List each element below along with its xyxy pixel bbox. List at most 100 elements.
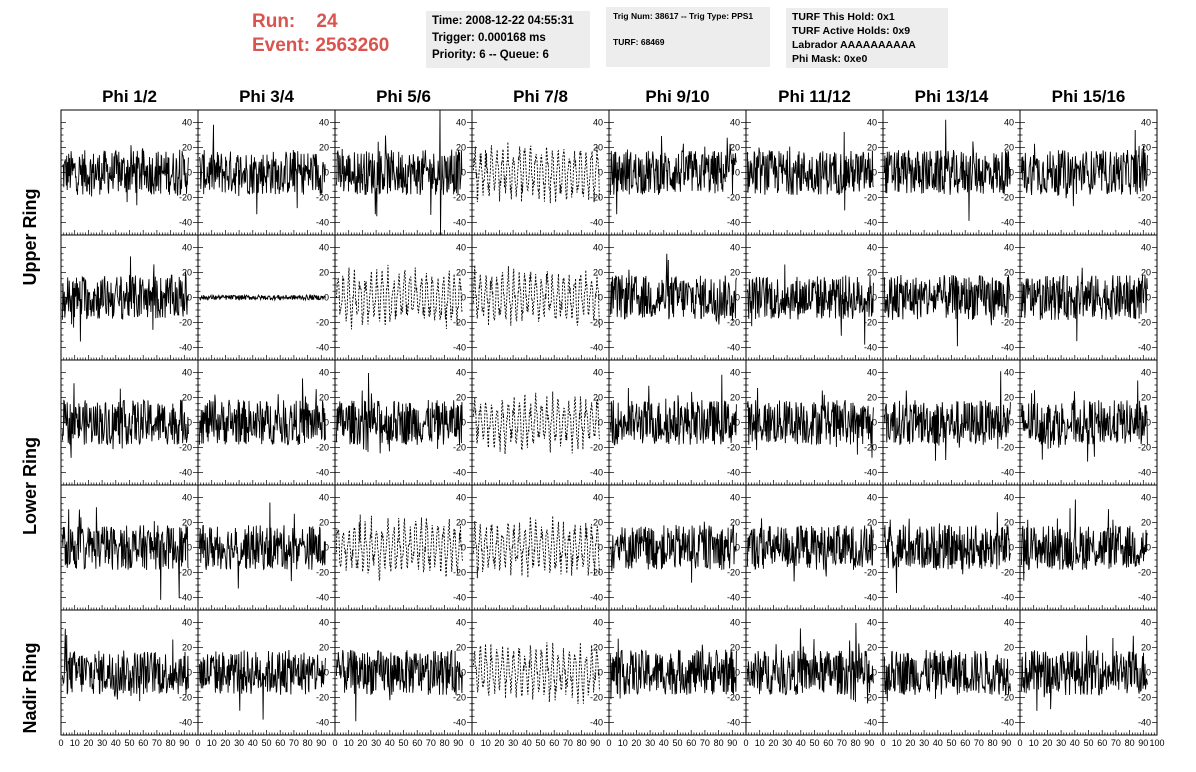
y-tick-label: 0 — [461, 168, 466, 178]
y-tick-label: -20 — [864, 568, 877, 578]
y-tick-label: -20 — [864, 443, 877, 453]
waveform-panel: 40 20 0 -20 -40 — [60, 484, 199, 611]
y-tick-label: 40 — [593, 368, 603, 378]
x-tick-label: 10 — [481, 738, 491, 748]
x-tick-label: 90 — [727, 738, 737, 748]
y-tick-label: -20 — [179, 568, 192, 578]
y-tick-label: -40 — [1138, 343, 1151, 353]
y-tick-label: 40 — [867, 368, 877, 378]
waveform-panel: 40 20 0 -20 -40 — [745, 484, 884, 611]
x-tick-label: 80 — [577, 738, 587, 748]
y-tick-label: -20 — [864, 693, 877, 703]
y-tick-label: 20 — [1141, 518, 1151, 528]
panel-frame — [334, 234, 473, 361]
waveform-panel: 40 20 0 -20 -40 — [608, 484, 747, 611]
x-tick-label: 10 — [892, 738, 902, 748]
waveform-trace — [883, 371, 1011, 461]
trigger-info-box: Trig Num: 38617 -- Trig Type: PPS1 TURF:… — [606, 7, 770, 67]
y-tick-label: 40 — [593, 493, 603, 503]
y-tick-label: 0 — [1009, 668, 1014, 678]
waveform-panel: 40 20 0 -20 -40 — [60, 109, 199, 236]
x-tick-label: 0 — [195, 738, 200, 748]
x-tick-label: 80 — [166, 738, 176, 748]
y-tick-label: 40 — [1141, 118, 1151, 128]
x-tick-label: 60 — [412, 738, 422, 748]
waveform-panel: 40 20 0 -20 -40 — [608, 359, 747, 486]
y-tick-label: -40 — [727, 718, 740, 728]
y-tick-label: 40 — [1004, 618, 1014, 628]
waveform-panel: 40 20 0 -20 -40 — [608, 234, 747, 361]
x-tick-label: 70 — [1111, 738, 1121, 748]
waveform-trace — [1020, 499, 1148, 581]
y-tick-label: 40 — [182, 618, 192, 628]
y-tick-label: 20 — [730, 143, 740, 153]
y-tick-label: 40 — [1141, 368, 1151, 378]
waveform-trace — [883, 274, 1011, 347]
y-tick-label: 0 — [1146, 543, 1151, 553]
waveform-trace — [1020, 129, 1148, 207]
y-tick-label: 40 — [867, 118, 877, 128]
y-tick-label: -40 — [727, 593, 740, 603]
y-tick-label: -20 — [864, 193, 877, 203]
y-tick-label: 40 — [319, 618, 329, 628]
y-tick-label: -20 — [1001, 443, 1014, 453]
y-tick-label: 0 — [324, 543, 329, 553]
x-tick-label: 60 — [549, 738, 559, 748]
labrador-text: Labrador AAAAAAAAAA — [792, 39, 916, 51]
y-tick-label: -40 — [453, 468, 466, 478]
y-tick-label: 0 — [735, 418, 740, 428]
y-tick-label: 0 — [735, 668, 740, 678]
waveform-trace — [335, 514, 463, 583]
y-tick-label: -20 — [453, 568, 466, 578]
waveform-trace — [472, 642, 600, 705]
x-tick-label: 80 — [714, 738, 724, 748]
x-tick-label: 0 — [469, 738, 474, 748]
y-tick-label: -20 — [1138, 693, 1151, 703]
y-tick-label: -40 — [1001, 593, 1014, 603]
y-tick-label: 20 — [1141, 393, 1151, 403]
y-tick-label: 0 — [872, 168, 877, 178]
y-tick-label: 20 — [182, 393, 192, 403]
y-tick-label: 0 — [872, 293, 877, 303]
y-tick-label: -20 — [590, 318, 603, 328]
y-tick-label: 40 — [867, 493, 877, 503]
waveform-trace — [746, 622, 874, 704]
x-tick-label: 20 — [220, 738, 230, 748]
y-tick-label: 40 — [730, 243, 740, 253]
waveform-trace — [335, 109, 463, 236]
waveform-trace — [198, 502, 326, 589]
y-tick-label: 40 — [867, 618, 877, 628]
x-tick-label: 50 — [261, 738, 271, 748]
waveform-trace — [1020, 635, 1148, 711]
waveform-panel: 40 20 0 -20 -40 — [197, 109, 336, 236]
x-tick-label: 20 — [768, 738, 778, 748]
y-tick-label: -20 — [727, 693, 740, 703]
x-tick-label: 80 — [303, 738, 313, 748]
x-tick-label: 70 — [289, 738, 299, 748]
y-tick-label: 20 — [1004, 643, 1014, 653]
y-tick-label: 40 — [1004, 493, 1014, 503]
x-tick-label: 10 — [618, 738, 628, 748]
y-tick-label: 20 — [1004, 143, 1014, 153]
y-tick-label: 20 — [456, 268, 466, 278]
waveform-panel: 40 20 0 -20 -40 — [1019, 484, 1158, 611]
y-tick-label: -20 — [1001, 318, 1014, 328]
y-tick-label: 0 — [1009, 543, 1014, 553]
y-tick-label: 40 — [1004, 368, 1014, 378]
y-tick-label: 0 — [187, 418, 192, 428]
y-tick-label: -40 — [453, 343, 466, 353]
waveform-panel: 40 20 0 -20 -40 — [60, 359, 199, 486]
y-tick-label: -20 — [590, 443, 603, 453]
x-tick-label: 70 — [152, 738, 162, 748]
y-tick-label: 0 — [735, 168, 740, 178]
y-tick-label: -40 — [453, 218, 466, 228]
x-tick-label: 60 — [960, 738, 970, 748]
x-tick-label: 40 — [933, 738, 943, 748]
y-tick-label: 40 — [182, 118, 192, 128]
x-tick-label: 50 — [672, 738, 682, 748]
waveform-trace — [1020, 267, 1148, 342]
y-tick-label: -20 — [316, 193, 329, 203]
y-tick-label: -20 — [179, 443, 192, 453]
